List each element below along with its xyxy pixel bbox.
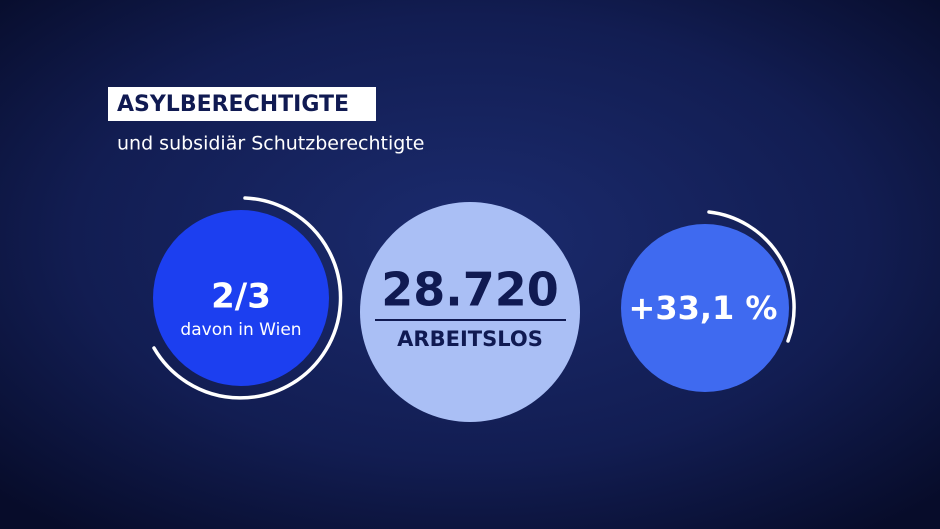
stat-circle (153, 210, 329, 386)
progress-arc (152, 196, 343, 400)
stat-value: 28.720 (381, 263, 559, 317)
title: ASYLBERECHTIGTE (117, 92, 349, 117)
stat-value: +33,1 % (629, 289, 778, 327)
stat-circle (621, 224, 789, 392)
subtitle: und subsidiär Schutzberechtigte (117, 133, 424, 155)
stat-label: ARBEITSLOS (397, 327, 543, 351)
stat-label: davon in Wien (180, 320, 301, 340)
title-box (108, 87, 376, 121)
stat-value: 2/3 (211, 277, 271, 317)
progress-arc (707, 210, 796, 343)
stat-circle (360, 202, 580, 422)
